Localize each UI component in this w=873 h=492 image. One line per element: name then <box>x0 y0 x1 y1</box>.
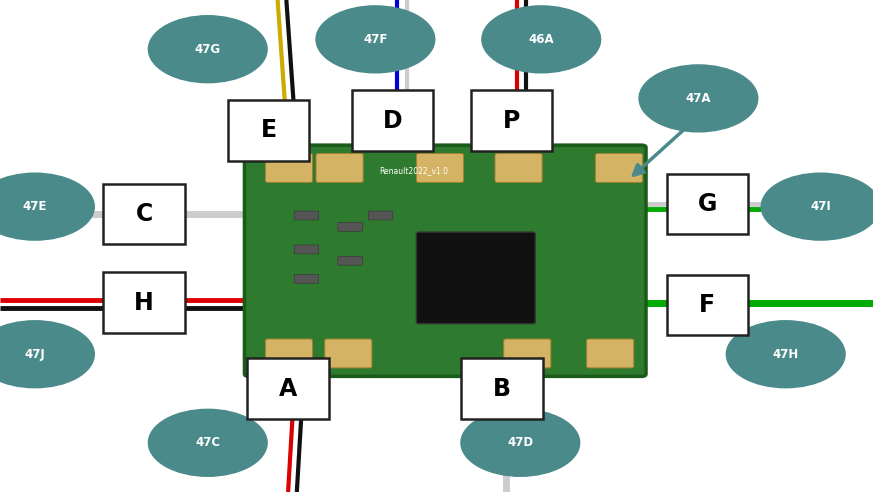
Text: 47G: 47G <box>195 43 221 56</box>
Circle shape <box>761 173 873 240</box>
FancyBboxPatch shape <box>265 154 313 183</box>
Circle shape <box>0 173 94 240</box>
FancyBboxPatch shape <box>244 145 646 376</box>
FancyBboxPatch shape <box>248 358 329 419</box>
FancyBboxPatch shape <box>353 90 434 151</box>
Circle shape <box>148 16 267 83</box>
FancyBboxPatch shape <box>229 100 310 160</box>
FancyBboxPatch shape <box>294 275 319 283</box>
FancyBboxPatch shape <box>316 154 363 183</box>
Text: H: H <box>134 291 154 314</box>
FancyBboxPatch shape <box>103 184 184 244</box>
Text: 47I: 47I <box>810 200 831 213</box>
Text: Renault2022_v1.0: Renault2022_v1.0 <box>379 166 449 175</box>
Circle shape <box>0 321 94 388</box>
Text: P: P <box>503 109 520 132</box>
Text: 47C: 47C <box>196 436 220 449</box>
FancyBboxPatch shape <box>504 339 551 368</box>
Text: 47D: 47D <box>507 436 533 449</box>
Text: 47H: 47H <box>773 348 799 361</box>
Circle shape <box>148 409 267 476</box>
FancyBboxPatch shape <box>325 339 372 368</box>
Text: C: C <box>135 202 153 226</box>
Text: 47F: 47F <box>363 33 388 46</box>
Text: 46A: 46A <box>528 33 554 46</box>
Circle shape <box>639 65 758 132</box>
FancyBboxPatch shape <box>294 245 319 254</box>
FancyBboxPatch shape <box>495 154 542 183</box>
Text: 47J: 47J <box>24 348 45 361</box>
FancyBboxPatch shape <box>294 211 319 220</box>
Text: 47A: 47A <box>685 92 711 105</box>
FancyBboxPatch shape <box>667 174 747 234</box>
FancyBboxPatch shape <box>587 339 634 368</box>
FancyBboxPatch shape <box>416 232 535 324</box>
FancyBboxPatch shape <box>103 272 184 333</box>
FancyBboxPatch shape <box>338 222 362 231</box>
Text: E: E <box>261 119 277 142</box>
FancyBboxPatch shape <box>471 90 552 151</box>
FancyBboxPatch shape <box>368 211 393 220</box>
FancyBboxPatch shape <box>595 154 643 183</box>
Circle shape <box>461 409 580 476</box>
Text: G: G <box>698 192 717 216</box>
Circle shape <box>482 6 601 73</box>
FancyBboxPatch shape <box>461 358 542 419</box>
FancyBboxPatch shape <box>667 275 747 336</box>
Text: F: F <box>699 293 715 317</box>
Circle shape <box>726 321 845 388</box>
Text: 47E: 47E <box>23 200 47 213</box>
Text: D: D <box>383 109 402 132</box>
FancyBboxPatch shape <box>265 339 313 368</box>
Circle shape <box>316 6 435 73</box>
Text: B: B <box>493 377 511 400</box>
FancyBboxPatch shape <box>416 154 464 183</box>
Text: A: A <box>279 377 297 400</box>
FancyBboxPatch shape <box>338 256 362 265</box>
